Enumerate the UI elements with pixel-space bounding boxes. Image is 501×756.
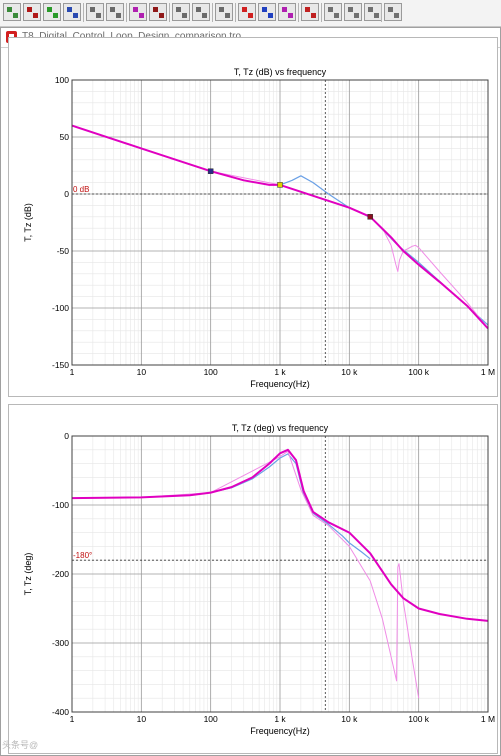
y-tick-label: -300 bbox=[52, 638, 69, 648]
x-tick-label: 100 bbox=[204, 367, 218, 377]
y-tick-label: -100 bbox=[52, 500, 69, 510]
y-axis-label: T, Tz (dB) bbox=[23, 203, 33, 242]
tree-view-button[interactable] bbox=[3, 3, 21, 21]
waveform-button[interactable] bbox=[301, 3, 319, 21]
x-tick-label: 10 bbox=[137, 714, 147, 724]
tree-plain-button[interactable] bbox=[215, 3, 233, 21]
toolbar bbox=[0, 0, 501, 27]
x-tick-label: 1 bbox=[70, 367, 75, 377]
x-tick-label: 1 M bbox=[481, 714, 495, 724]
time-voltage-button[interactable] bbox=[278, 3, 296, 21]
y-tick-label: -200 bbox=[52, 569, 69, 579]
grid-button[interactable] bbox=[344, 3, 362, 21]
y-tick-label: -100 bbox=[52, 303, 69, 313]
x-tick-label: 100 k bbox=[408, 367, 430, 377]
chart-title: T, Tz (dB) vs frequency bbox=[234, 67, 327, 77]
tree-dark-button[interactable] bbox=[149, 3, 167, 21]
watermark-text: 头条号@ bbox=[2, 740, 39, 750]
window-title: T8_Digital_Control_Loop_Design_compariso… bbox=[22, 31, 241, 42]
gain-chart[interactable]: 1 10 100 1 k 10 k 100 k 1 M 100 50 0 -50 -100 -150 0 … bbox=[9, 38, 497, 396]
data-marker bbox=[277, 182, 283, 188]
reference-line-label: -180° bbox=[73, 551, 92, 560]
toolbar-separator bbox=[235, 3, 236, 22]
x-tick-label: 1 k bbox=[274, 367, 286, 377]
y-tick-label: -50 bbox=[57, 246, 70, 256]
tree-back-button[interactable] bbox=[172, 3, 190, 21]
data-marker bbox=[207, 168, 214, 174]
y-tick-label: 0 bbox=[64, 431, 69, 441]
phase-plot-panel[interactable]: 1 10 100 1 k 10 k 100 k 1 M 0 -100 -200 -300 -400 -1… bbox=[8, 404, 498, 754]
x-tick-label: 10 bbox=[137, 367, 147, 377]
y-tick-label: 50 bbox=[60, 132, 70, 142]
phase-chart[interactable]: 1 10 100 1 k 10 k 100 k 1 M 0 -100 -200 -300 -400 -1… bbox=[9, 405, 497, 753]
x-axis-label: Frequency(Hz) bbox=[250, 726, 310, 736]
probe-button[interactable] bbox=[364, 3, 382, 21]
reference-line-label: 0 dB bbox=[73, 185, 89, 194]
dc-voltage-button[interactable] bbox=[258, 3, 276, 21]
y-tick-label: -400 bbox=[52, 707, 69, 717]
tree-green-button[interactable] bbox=[43, 3, 61, 21]
series-line-3 bbox=[71, 448, 489, 622]
toolbar-separator bbox=[212, 3, 213, 22]
x-tick-label: 100 bbox=[204, 714, 218, 724]
tree-fwd-button[interactable] bbox=[192, 3, 210, 21]
plot-frame bbox=[71, 79, 489, 366]
chart-title: T, Tz (deg) vs frequency bbox=[232, 423, 329, 433]
toolbar-separator bbox=[126, 3, 127, 22]
series-line-3 bbox=[71, 124, 489, 330]
settings-button[interactable] bbox=[384, 3, 402, 21]
x-tick-label: 1 M bbox=[481, 367, 495, 377]
plot-frame bbox=[71, 435, 489, 713]
toolbar-separator bbox=[83, 3, 84, 22]
y-axis-label: T, Tz (deg) bbox=[23, 553, 33, 596]
x-tick-label: 1 bbox=[70, 714, 75, 724]
toolbar-separator bbox=[381, 3, 382, 22]
tree-add-button[interactable] bbox=[23, 3, 41, 21]
y-tick-label: 100 bbox=[55, 75, 69, 85]
tree-left-button[interactable] bbox=[86, 3, 104, 21]
toolbar-separator bbox=[321, 3, 322, 22]
tree-right-button[interactable] bbox=[106, 3, 124, 21]
x-axis-label: Frequency(Hz) bbox=[250, 379, 310, 389]
y-tick-label: 0 bbox=[64, 189, 69, 199]
gain-plot-panel[interactable]: 1 10 100 1 k 10 k 100 k 1 M 100 50 0 -50 -100 -150 0 … bbox=[8, 37, 498, 397]
toolbar-separator bbox=[298, 3, 299, 22]
y-tick-label: -150 bbox=[52, 360, 69, 370]
tree-blue-button[interactable] bbox=[63, 3, 81, 21]
dc-bias-button[interactable] bbox=[238, 3, 256, 21]
print-button[interactable] bbox=[324, 3, 342, 21]
x-tick-label: 10 k bbox=[341, 367, 358, 377]
x-tick-label: 1 k bbox=[274, 714, 286, 724]
data-marker bbox=[367, 214, 373, 220]
tree-magenta-button[interactable] bbox=[129, 3, 147, 21]
toolbar-separator bbox=[169, 3, 170, 22]
x-tick-label: 10 k bbox=[341, 714, 358, 724]
x-tick-label: 100 k bbox=[408, 714, 430, 724]
series-line-2 bbox=[71, 450, 420, 699]
